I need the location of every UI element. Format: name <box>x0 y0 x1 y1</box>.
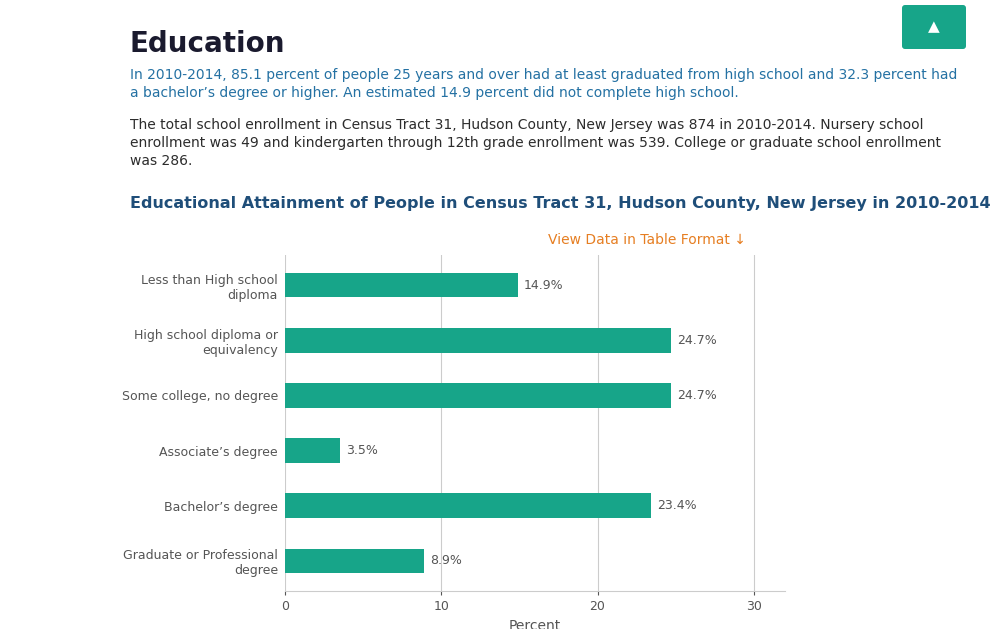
Text: was 286.: was 286. <box>130 154 192 168</box>
Text: The total school enrollment in Census Tract 31, Hudson County, New Jersey was 87: The total school enrollment in Census Tr… <box>130 118 924 132</box>
Text: ▲: ▲ <box>928 19 940 35</box>
Text: 14.9%: 14.9% <box>524 279 564 292</box>
Text: Educational Attainment of People in Census Tract 31, Hudson County, New Jersey i: Educational Attainment of People in Cens… <box>130 196 991 211</box>
Bar <box>285 438 340 463</box>
Text: 3.5%: 3.5% <box>346 444 378 457</box>
FancyBboxPatch shape <box>902 5 966 49</box>
Text: 24.7%: 24.7% <box>677 389 717 402</box>
Text: Education: Education <box>130 30 286 58</box>
Bar <box>285 328 671 353</box>
X-axis label: Percent: Percent <box>509 619 561 629</box>
Bar <box>285 548 424 573</box>
Text: View Data in Table Format ↓: View Data in Table Format ↓ <box>548 233 746 247</box>
Text: a bachelor’s degree or higher. An estimated 14.9 percent did not complete high s: a bachelor’s degree or higher. An estima… <box>130 86 739 100</box>
Text: 23.4%: 23.4% <box>657 499 696 512</box>
Bar <box>285 273 518 298</box>
Bar <box>285 383 671 408</box>
Bar <box>285 493 651 518</box>
Text: In 2010-2014, 85.1 percent of people 25 years and over had at least graduated fr: In 2010-2014, 85.1 percent of people 25 … <box>130 68 957 82</box>
Text: enrollment was 49 and kindergarten through 12th grade enrollment was 539. Colleg: enrollment was 49 and kindergarten throu… <box>130 136 941 150</box>
Text: 8.9%: 8.9% <box>430 554 462 567</box>
Text: 24.7%: 24.7% <box>677 334 717 347</box>
